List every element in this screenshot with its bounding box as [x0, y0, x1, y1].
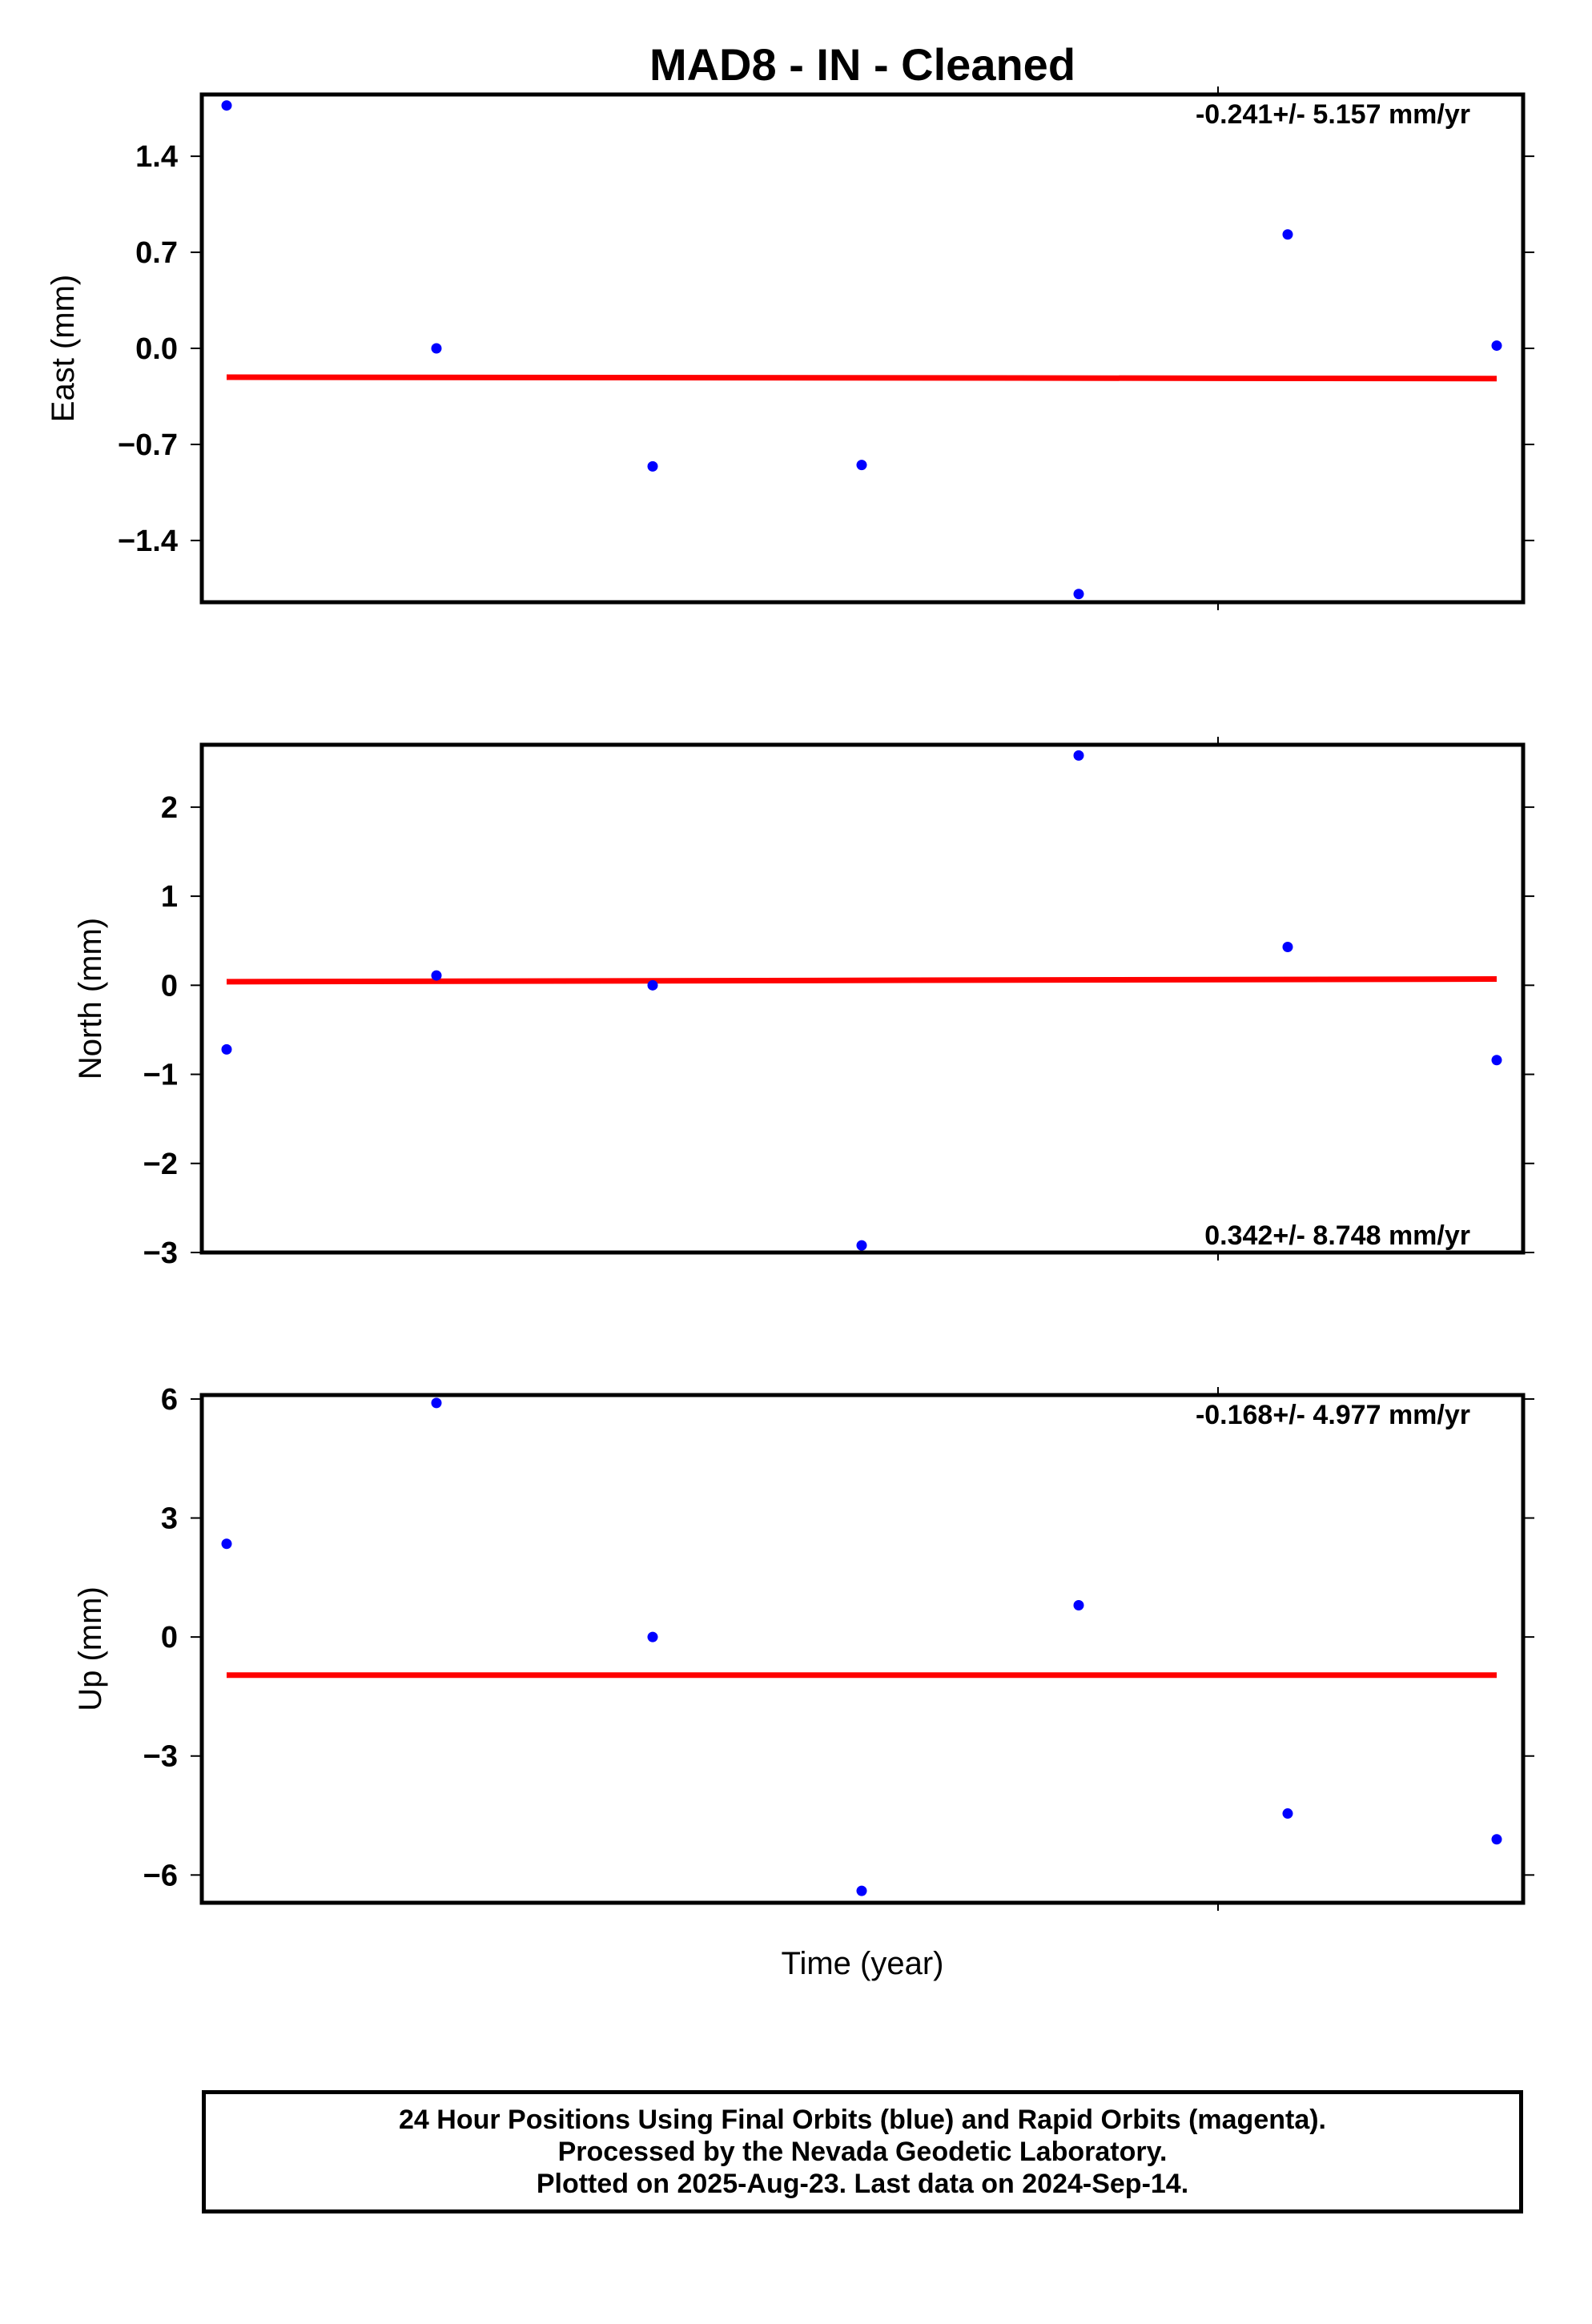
north-data-point	[856, 1240, 867, 1251]
north-data-point	[221, 1043, 232, 1055]
east-frame	[199, 92, 1526, 605]
up-ytick-label: 0	[161, 1621, 178, 1655]
east-data-point	[1073, 589, 1084, 600]
up-data-point	[1282, 1808, 1293, 1819]
up-data-point	[221, 1538, 232, 1550]
up-data-point	[856, 1885, 867, 1896]
north-data-point	[431, 970, 442, 981]
up-axis-label: Up (mm)	[73, 1586, 108, 1711]
east-rate-label: -0.241+/- 5.157 mm/yr	[1196, 99, 1470, 130]
x-axis-label: Time (year)	[782, 1946, 944, 1981]
east-ytick-label: 0.7	[135, 236, 178, 270]
up-ytick-label: 3	[161, 1502, 178, 1536]
north-ytick-label: 0	[161, 969, 178, 1003]
east-data-point	[1282, 229, 1293, 240]
east-data-point	[856, 460, 867, 471]
east-ytick-label: 1.4	[135, 140, 178, 174]
north-rate-label: 0.342+/- 8.748 mm/yr	[1204, 1220, 1470, 1251]
up-data-point	[1491, 1834, 1502, 1845]
north-data-point	[1073, 750, 1084, 761]
up-data-point	[431, 1397, 442, 1409]
north-data-point	[1282, 941, 1293, 952]
up-ytick-label: −6	[143, 1859, 178, 1892]
east-ytick-label: −0.7	[118, 428, 178, 462]
east-fit-line	[226, 374, 1498, 382]
east-data-point	[221, 100, 232, 111]
footer-line-3: Plotted on 2025-Aug-23. Last data on 202…	[536, 2169, 1189, 2199]
footer-note: 24 Hour Positions Using Final Orbits (bl…	[202, 2090, 1523, 2213]
north-ytick-label: 2	[161, 791, 178, 825]
east-data-point	[647, 460, 658, 472]
up-ytick-label: 6	[161, 1383, 178, 1417]
east-axis-label: East (mm)	[46, 275, 81, 422]
footer-line-2: Processed by the Nevada Geodetic Laborat…	[557, 2137, 1168, 2167]
up-frame	[199, 1393, 1526, 1905]
north-ytick-label: −3	[143, 1236, 178, 1270]
east-ytick-label: 0.0	[135, 332, 178, 366]
east-data-point	[431, 343, 442, 354]
north-ytick-label: −1	[143, 1059, 178, 1092]
chart-title: MAD8 - IN - Cleaned	[649, 39, 1075, 90]
up-data-point	[647, 1631, 658, 1642]
north-fit-line	[226, 976, 1498, 985]
north-frame	[199, 742, 1526, 1255]
east-ytick-label: −1.4	[118, 525, 178, 558]
up-ytick-label: −3	[143, 1740, 178, 1774]
up-data-point	[1073, 1600, 1084, 1611]
footer-line-1: 24 Hour Positions Using Final Orbits (bl…	[399, 2105, 1326, 2135]
north-data-point	[1491, 1055, 1502, 1066]
north-ytick-label: −2	[143, 1148, 178, 1181]
north-data-point	[647, 979, 658, 991]
east-data-point	[1491, 340, 1502, 352]
up-rate-label: -0.168+/- 4.977 mm/yr	[1196, 1400, 1470, 1430]
north-ytick-label: 1	[161, 880, 178, 914]
north-axis-label: North (mm)	[73, 918, 108, 1080]
